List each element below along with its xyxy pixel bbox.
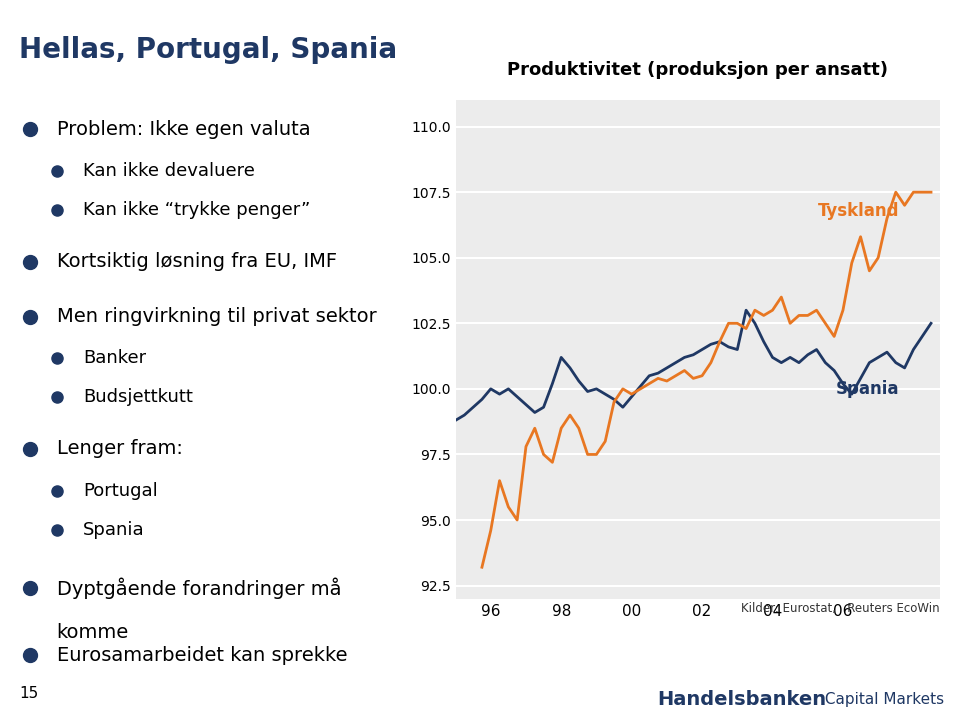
Text: Men ringvirkning til privat sektor: Men ringvirkning til privat sektor — [57, 307, 377, 326]
Text: Handelsbanken: Handelsbanken — [657, 690, 826, 708]
Text: 15: 15 — [19, 685, 38, 701]
Text: Kan ikke devaluere: Kan ikke devaluere — [83, 162, 255, 181]
Text: Lenger fram:: Lenger fram: — [57, 440, 182, 458]
Text: Problem: Ikke egen valuta: Problem: Ikke egen valuta — [57, 120, 311, 139]
Text: Portugal: Portugal — [83, 482, 158, 500]
Text: Kan ikke “trykke penger”: Kan ikke “trykke penger” — [83, 201, 311, 219]
Text: Hellas, Portugal, Spania: Hellas, Portugal, Spania — [19, 36, 397, 64]
Text: Kilder: Eurostat,   Reuters EcoWin: Kilder: Eurostat, Reuters EcoWin — [741, 602, 940, 615]
Text: Tyskland: Tyskland — [818, 201, 900, 220]
Text: Produktivitet (produksjon per ansatt): Produktivitet (produksjon per ansatt) — [507, 61, 888, 79]
Text: Banker: Banker — [83, 349, 147, 368]
Text: Dyptgående forandringer må: Dyptgående forandringer må — [57, 578, 341, 599]
Text: Capital Markets: Capital Markets — [820, 692, 944, 707]
Text: komme: komme — [57, 623, 129, 642]
Text: Kortsiktig løsning fra EU, IMF: Kortsiktig løsning fra EU, IMF — [57, 252, 337, 271]
Text: Spania: Spania — [83, 521, 145, 538]
Text: Eurosamarbeidet kan sprekke: Eurosamarbeidet kan sprekke — [57, 646, 347, 665]
Text: Spania: Spania — [836, 380, 900, 398]
Text: Budsjettkutt: Budsjettkutt — [83, 388, 193, 407]
